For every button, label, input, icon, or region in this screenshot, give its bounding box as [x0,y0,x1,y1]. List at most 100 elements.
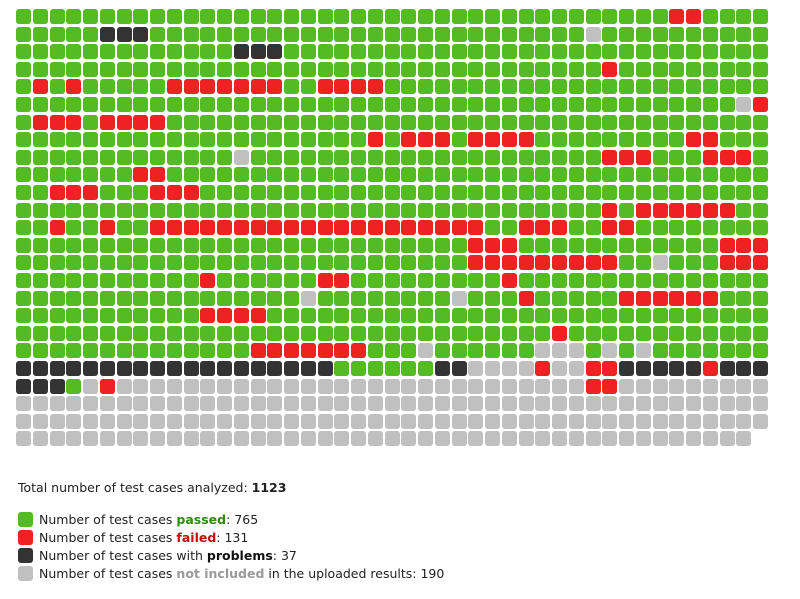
test-case-cell-passed [635,185,651,200]
test-case-cell-passed [267,132,283,148]
test-case-cell-passed [116,44,132,60]
legend-item-problems: Number of test cases with problems: 37 [18,546,444,564]
test-case-cell-passed [183,132,199,148]
test-case-cell-not-included [267,396,283,412]
test-case-cell-passed [585,308,601,324]
test-case-cell-problems [250,44,266,60]
test-case-cell-failed [32,114,48,130]
test-case-cell-passed [217,167,232,183]
legend-prefix: Number of test cases with [39,547,207,563]
test-case-cell-passed [217,325,232,341]
test-case-cell-passed [619,237,634,253]
test-case-cell-passed [334,26,350,42]
test-case-cell-passed [166,202,182,218]
test-case-cell-not-included [317,431,333,447]
test-case-cell-passed [233,255,249,271]
test-case-cell-not-included [753,378,768,394]
test-case-cell-passed [652,44,668,60]
test-case-cell-passed [83,202,98,218]
test-case-cell-passed [384,308,400,324]
test-case-cell-passed [83,325,98,341]
test-case-cell-not-included [585,431,601,447]
test-case-cell-passed [49,167,65,183]
test-case-cell-passed [334,149,350,165]
test-case-cell-passed [217,185,232,200]
test-case-cell-passed [217,237,232,253]
test-case-cell-passed [753,132,768,148]
test-case-cell-passed [652,132,668,148]
test-case-cell-not-included [317,378,333,394]
test-case-cell-passed [83,97,98,112]
test-case-cell-not-included [552,343,567,359]
test-case-cell-passed [150,97,165,112]
test-case-cell-passed [217,44,232,60]
test-case-cell-not-included [116,413,132,429]
test-case-cell-passed [669,255,685,271]
test-case-cell-passed [702,79,718,95]
test-case-grid [16,9,770,449]
test-case-cell-passed [334,255,350,271]
test-case-cell-passed [535,114,551,130]
test-case-cell-passed [150,44,165,60]
test-case-cell-passed [652,273,668,288]
test-case-cell-not-included [434,431,450,447]
test-case-cell-passed [233,202,249,218]
test-case-cell-failed [66,79,82,95]
test-case-cell-passed [736,79,752,95]
test-case-cell-passed [233,290,249,306]
test-case-cell-passed [702,325,718,341]
test-case-cell-passed [568,114,584,130]
test-case-cell-not-included [401,431,417,447]
test-case-cell-passed [334,185,350,200]
test-case-cell-passed [133,325,149,341]
test-case-cell-not-included [619,396,634,412]
test-case-cell-not-included [150,413,165,429]
test-case-cell-passed [32,273,48,288]
test-case-cell-passed [250,185,266,200]
test-case-cell-failed [686,202,701,218]
test-case-cell-passed [585,97,601,112]
test-case-cell-passed [501,325,517,341]
test-case-cell-not-included [686,413,701,429]
test-case-cell-passed [284,308,299,324]
test-case-cell-passed [166,343,182,359]
test-case-cell-not-included [518,378,534,394]
test-case-cell-passed [501,167,517,183]
test-case-cell-passed [652,167,668,183]
test-case-cell-passed [116,255,132,271]
test-case-cell-passed [585,343,601,359]
test-case-cell-passed [250,149,266,165]
test-case-cell-passed [300,237,316,253]
test-case-cell-not-included [300,378,316,394]
test-case-cell-not-included [736,378,752,394]
test-case-cell-passed [16,149,31,165]
failed-swatch [18,529,33,545]
test-case-cell-failed [32,79,48,95]
test-case-cell-not-included [485,361,500,376]
test-case-cell-not-included [133,431,149,447]
test-case-cell-not-included [267,378,283,394]
test-case-cell-passed [552,9,567,24]
test-case-cell-passed [485,149,500,165]
test-case-cell-passed [552,185,567,200]
test-case-cell-passed [702,114,718,130]
test-case-cell-not-included [451,290,467,306]
test-case-cell-passed [753,273,768,288]
test-case-cell-not-included [619,431,634,447]
test-case-cell-passed [602,237,618,253]
test-case-cell-passed [300,114,316,130]
test-case-cell-passed [753,61,768,77]
test-case-cell-passed [736,167,752,183]
test-case-cell-problems [284,361,299,376]
test-case-cell-passed [401,61,417,77]
test-case-cell-passed [518,149,534,165]
test-case-cell-passed [602,97,618,112]
test-case-cell-passed [150,61,165,77]
test-case-cell-not-included [518,431,534,447]
test-case-cell-not-included [669,378,685,394]
test-case-cell-passed [250,61,266,77]
test-case-cell-passed [719,220,735,236]
test-case-cell-passed [367,343,383,359]
test-case-cell-passed [217,202,232,218]
test-case-cell-failed [334,343,350,359]
